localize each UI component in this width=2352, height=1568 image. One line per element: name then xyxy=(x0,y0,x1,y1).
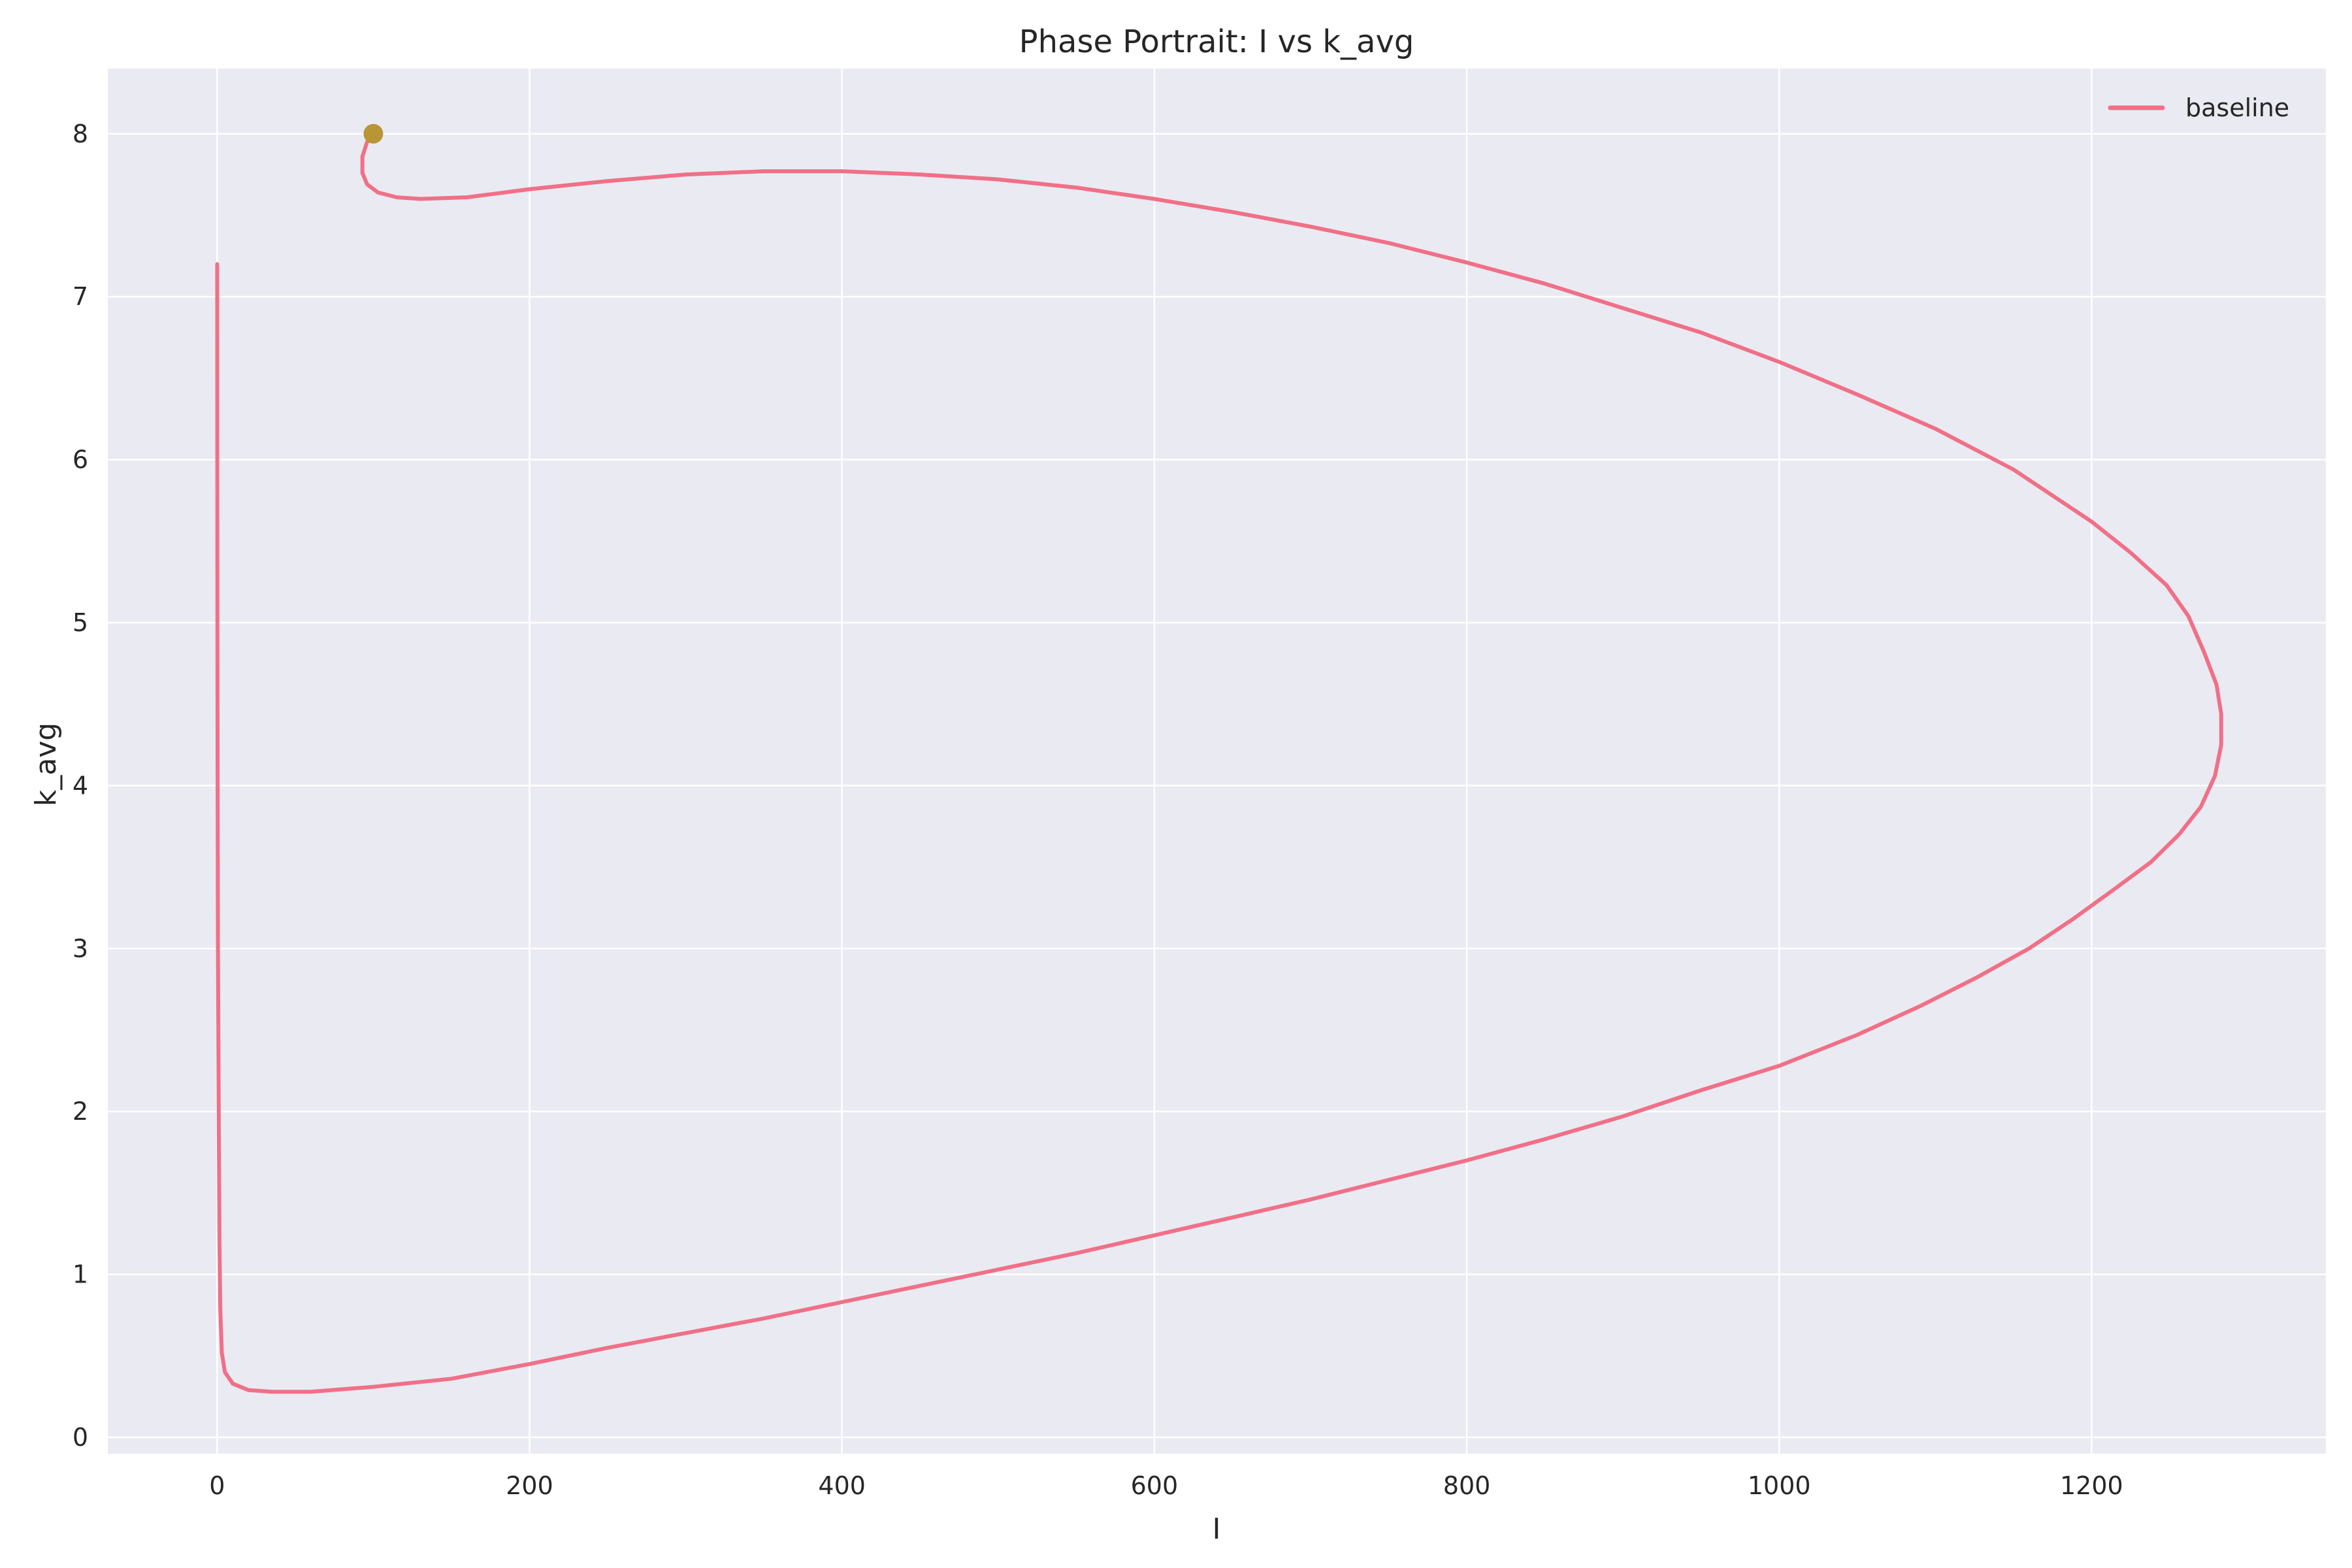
x-tick-label: 1000 xyxy=(1748,1471,1811,1500)
y-tick-label: 6 xyxy=(73,446,88,474)
grid-lines xyxy=(108,69,2326,1454)
start-point-marker xyxy=(363,123,384,144)
y-tick-label: 7 xyxy=(73,282,88,311)
x-tick-label: 400 xyxy=(818,1471,866,1500)
x-tick-label: 1200 xyxy=(2060,1471,2123,1500)
y-tick-labels: 0 1 2 3 4 5 6 7 8 xyxy=(73,120,88,1452)
legend: baseline xyxy=(2108,93,2289,122)
chart-title: Phase Portrait: I vs k_avg xyxy=(1019,24,1414,60)
y-tick-label: 0 xyxy=(73,1423,88,1452)
y-tick-label: 5 xyxy=(73,608,88,637)
y-axis-title: k_avg xyxy=(29,723,63,806)
y-tick-label: 8 xyxy=(73,120,88,148)
x-tick-label: 600 xyxy=(1131,1471,1179,1500)
x-tick-label: 200 xyxy=(506,1471,553,1500)
series-line-baseline xyxy=(215,131,2223,1394)
y-tick-label: 3 xyxy=(73,934,88,963)
y-tick-label: 4 xyxy=(73,771,88,800)
y-tick-label: 2 xyxy=(73,1097,88,1126)
x-tick-label: 800 xyxy=(1443,1471,1491,1500)
x-tick-label: 0 xyxy=(209,1471,225,1500)
x-axis-title: I xyxy=(1213,1512,1221,1546)
x-tick-labels: 0 200 400 600 800 1000 1200 xyxy=(209,1471,2123,1500)
plot-area xyxy=(108,69,2326,1454)
y-tick-label: 1 xyxy=(73,1260,88,1289)
legend-label-baseline: baseline xyxy=(2185,93,2289,122)
